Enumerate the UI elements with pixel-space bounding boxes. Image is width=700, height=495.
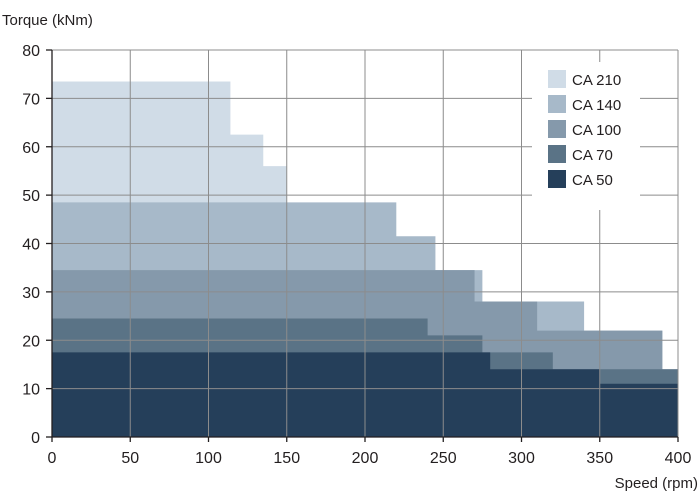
y-tick-label: 30 xyxy=(22,285,40,302)
x-tick-label: 250 xyxy=(430,450,457,467)
legend-swatch xyxy=(548,170,566,188)
y-tick-label: 10 xyxy=(22,382,40,399)
legend-swatch xyxy=(548,70,566,88)
y-tick-label: 80 xyxy=(22,43,40,60)
x-tick-label: 300 xyxy=(508,450,535,467)
y-tick-labels: 0 10 20 30 40 50 60 70 80 xyxy=(22,43,40,447)
x-tick-label: 0 xyxy=(48,450,57,467)
legend-swatch xyxy=(548,145,566,163)
legend-swatch xyxy=(548,120,566,138)
x-tick-label: 150 xyxy=(273,450,300,467)
y-tick-label: 60 xyxy=(22,140,40,157)
x-tick-label: 50 xyxy=(121,450,139,467)
x-tick-label: 350 xyxy=(586,450,613,467)
legend: CA 210 CA 140 CA 100 CA 70 CA 50 xyxy=(532,62,640,210)
legend-label: CA 50 xyxy=(572,172,613,189)
x-tick-labels: 0 50 100 150 200 250 300 350 400 xyxy=(48,450,692,467)
axes xyxy=(46,49,679,442)
legend-label: CA 140 xyxy=(572,97,621,114)
legend-label: CA 210 xyxy=(572,72,621,89)
y-tick-label: 50 xyxy=(22,188,40,205)
x-tick-label: 400 xyxy=(665,450,692,467)
y-tick-label: 40 xyxy=(22,237,40,254)
y-tick-label: 20 xyxy=(22,333,40,350)
legend-label: CA 70 xyxy=(572,147,613,164)
y-tick-label: 70 xyxy=(22,91,40,108)
x-axis-label: Speed (rpm) xyxy=(615,475,698,492)
legend-label: CA 100 xyxy=(572,122,621,139)
y-axis-label: Torque (kNm) xyxy=(2,12,93,29)
x-tick-label: 100 xyxy=(195,450,222,467)
y-tick-label: 0 xyxy=(31,430,40,447)
x-tick-label: 200 xyxy=(352,450,379,467)
legend-swatch xyxy=(548,95,566,113)
